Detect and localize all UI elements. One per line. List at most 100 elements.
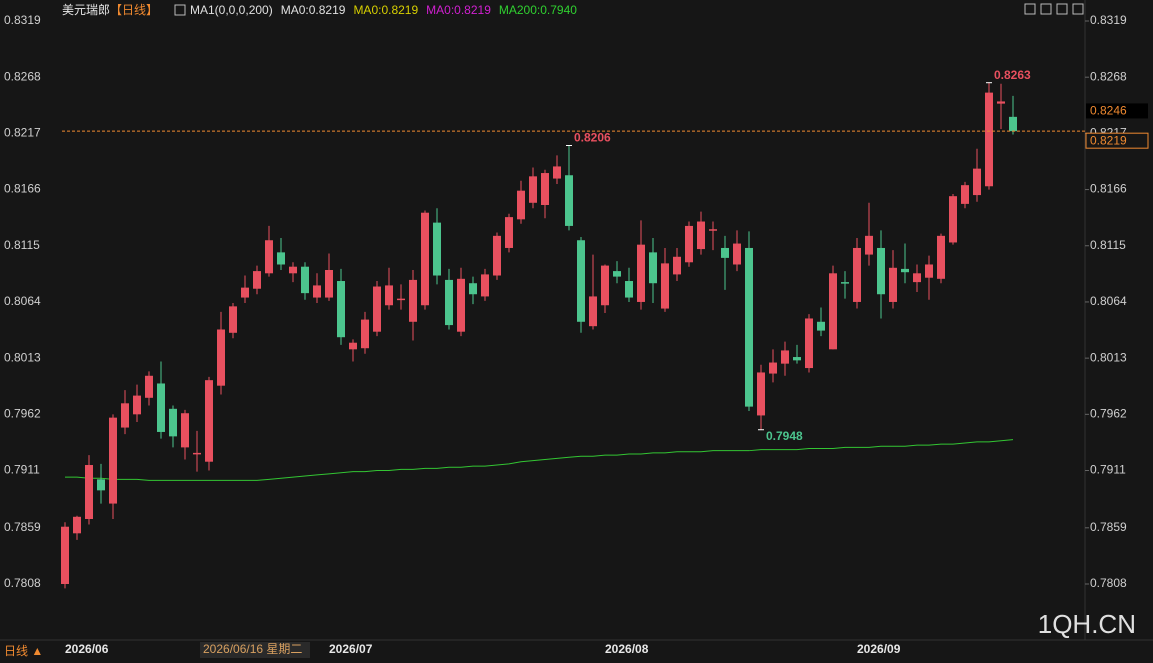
candle-body — [481, 274, 489, 297]
candle-body — [313, 285, 321, 298]
candle-body — [793, 357, 801, 361]
candle-body — [361, 319, 369, 349]
y-tick-label: 0.8268 — [1090, 69, 1127, 83]
candle-body — [649, 252, 657, 284]
crosshair-date: 2026/06/16 星期二 — [203, 642, 302, 656]
candle-body — [637, 244, 645, 302]
y-tick-label-left: 0.8064 — [4, 294, 41, 308]
watermark: 1QH.CN — [1038, 609, 1136, 639]
candle-body — [745, 247, 753, 407]
y-tick-label-left: 0.7859 — [4, 520, 41, 534]
candle-body — [985, 92, 993, 187]
ma-line — [65, 439, 1014, 481]
candle-body — [349, 342, 357, 350]
candle-body — [949, 196, 957, 243]
candle-body — [85, 465, 93, 519]
candle-body — [937, 235, 945, 279]
x-tick-label: 2026/09 — [857, 642, 901, 656]
candle-body — [457, 278, 465, 332]
candle-body — [409, 279, 417, 322]
candle-body — [433, 222, 441, 276]
candle-body — [817, 321, 825, 331]
footer-period[interactable]: 日线 ▲ — [4, 644, 43, 658]
candle-body — [601, 265, 609, 306]
y-tick-label: 0.8064 — [1090, 294, 1127, 308]
candle-body — [973, 168, 981, 196]
candle-body — [913, 273, 921, 283]
candle-body — [229, 306, 237, 333]
candle-body — [961, 185, 969, 204]
candle-body — [853, 247, 861, 302]
candle-body — [673, 256, 681, 275]
y-tick-label-left: 0.8115 — [4, 238, 40, 252]
candle-body — [385, 285, 393, 306]
price-tag: 0.8246 — [1090, 104, 1127, 118]
candle-body — [109, 417, 117, 504]
annotation: 0.7948 — [766, 429, 803, 443]
candle-body — [769, 362, 777, 374]
y-tick-label-left: 0.8268 — [4, 69, 41, 83]
indicator: MA0:0.8219 — [426, 3, 491, 17]
y-tick-label: 0.7808 — [1090, 576, 1127, 590]
price-tag: 0.8219 — [1090, 133, 1127, 147]
annotation: 0.8263 — [994, 68, 1031, 82]
candle-body — [193, 452, 201, 455]
toolbar-icons — [1024, 3, 1084, 15]
icon[interactable] — [1056, 3, 1068, 15]
indicator: MA0:0.8219 — [281, 3, 346, 17]
y-tick-label-left: 0.7808 — [4, 576, 41, 590]
candle-body — [205, 380, 213, 462]
period: 【日线】 — [110, 3, 158, 17]
y-tick-label-left: 0.8166 — [4, 182, 41, 196]
candle-body — [565, 175, 573, 226]
indicator-icon — [174, 4, 186, 16]
candle-body — [445, 279, 453, 326]
candle-body — [121, 403, 129, 428]
y-tick-label-left: 0.8013 — [4, 350, 41, 364]
indicator: MA1(0,0,0,200) — [190, 3, 273, 17]
candle-body — [397, 298, 405, 301]
candle-body — [997, 101, 1005, 104]
candle-body — [517, 190, 525, 220]
y-tick-label: 0.8115 — [1090, 238, 1126, 252]
candle-body — [421, 212, 429, 306]
candle-body — [493, 235, 501, 276]
candle-body — [697, 221, 705, 250]
candle-body — [61, 526, 69, 584]
candle-body — [553, 166, 561, 179]
y-tick-label: 0.8319 — [1090, 13, 1127, 27]
candle-body — [841, 282, 849, 284]
candle-body — [505, 217, 513, 248]
y-tick-label: 0.8166 — [1090, 182, 1127, 196]
icon[interactable] — [1040, 3, 1052, 15]
y-tick-label-left: 0.7911 — [4, 463, 40, 477]
y-tick-label-left: 0.7962 — [4, 407, 41, 421]
price-tag-box — [1086, 103, 1148, 119]
indicator: MA0:0.8219 — [353, 3, 418, 17]
candle-body — [529, 176, 537, 203]
crosshair-box — [200, 642, 310, 658]
x-tick-label: 2026/08 — [605, 642, 649, 656]
candle-body — [157, 383, 165, 432]
candle-body — [277, 252, 285, 265]
y-tick-label-left: 0.8319 — [4, 13, 41, 27]
candle-body — [253, 271, 261, 289]
candle-body — [721, 247, 729, 258]
candle-body — [685, 225, 693, 263]
chart-title: 美元瑞郎 — [62, 3, 110, 17]
candle-body — [829, 273, 837, 350]
y-tick-label: 0.7859 — [1090, 520, 1127, 534]
x-tick-label: 2026/07 — [329, 642, 373, 656]
icon[interactable] — [1072, 3, 1084, 15]
candle-body — [265, 240, 273, 274]
icon[interactable] — [1024, 3, 1036, 15]
candle-body — [901, 268, 909, 273]
candle-body — [865, 235, 873, 255]
candle-body — [709, 229, 717, 231]
candle-body — [1009, 116, 1017, 132]
candle-body — [877, 247, 885, 295]
candle-body — [469, 283, 477, 295]
